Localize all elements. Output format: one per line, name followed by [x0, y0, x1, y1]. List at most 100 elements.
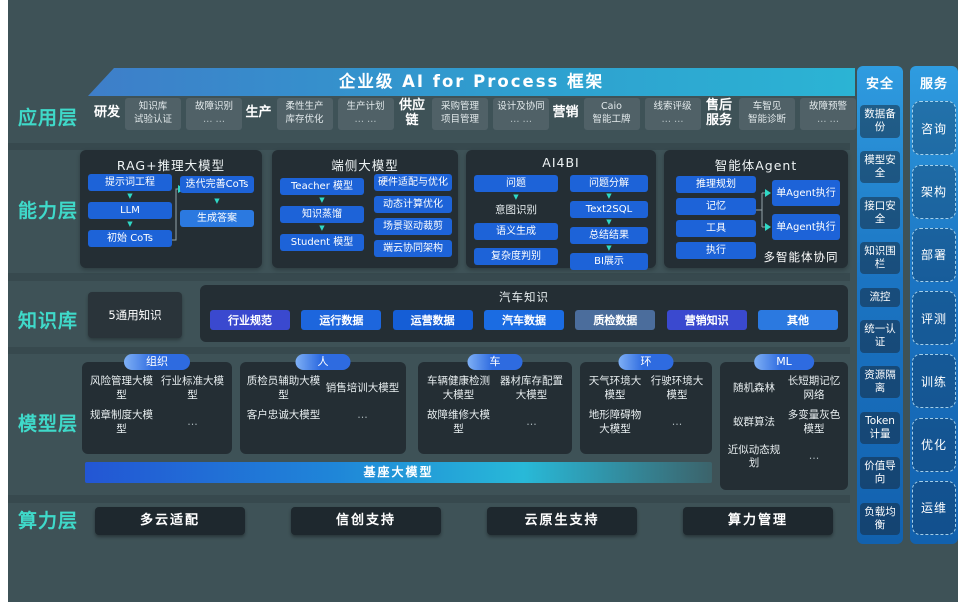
- diagram-canvas: 企业级 AI for Process 框架 应用层 能力层 知识库 模型层 算力…: [8, 0, 958, 602]
- arrow-down-icon: ▼: [606, 218, 612, 226]
- flow-box: 提示词工程: [88, 174, 172, 191]
- flow-box: Teacher 模型: [280, 178, 364, 195]
- app-box: 故障预警… …: [799, 98, 856, 130]
- model-item: 行驶环境大模型: [650, 375, 704, 401]
- knowledge-item: 运营数据: [392, 310, 473, 330]
- arrow-down-icon: ▼: [319, 196, 325, 204]
- arrow-down-icon: ▼: [319, 224, 325, 232]
- application-row: 研发 知识库 试验认证 故障识别… … 生产 柔性生产 库存优化 生产计划… … 供…: [94, 98, 856, 130]
- app-group-label: 生产: [245, 105, 272, 121]
- arrow-down-icon: ▼: [127, 192, 133, 200]
- flow-step: 意图识别: [495, 204, 537, 216]
- model-item: 行业标准大模型: [161, 375, 224, 401]
- flow-box: 知识蒸馏: [280, 206, 364, 223]
- security-item: 资源隔离: [860, 365, 900, 399]
- knowledge-item: 汽车数据: [483, 310, 564, 330]
- model-item: 车辆健康检测大模型: [427, 375, 490, 401]
- model-pill: 组织: [124, 354, 190, 370]
- app-group-label: 售后服务: [705, 97, 732, 128]
- layer-divider: [8, 495, 850, 503]
- service-item: 咨询: [912, 101, 956, 156]
- agent-right-list: 单Agent执行 单Agent执行: [772, 180, 840, 240]
- security-item: 接口安全: [860, 196, 900, 229]
- flow-box: 执行: [676, 242, 756, 259]
- knowledge-item: 质检数据: [575, 310, 656, 330]
- services-title: 服务: [919, 77, 948, 92]
- flow-box: 单Agent执行: [772, 214, 840, 240]
- model-item: …: [357, 409, 368, 422]
- service-item: 部署: [912, 227, 956, 282]
- capability-panel-agent: 智能体Agent 推理规划 记忆 工具 执行 单Agent执行 单Agent执行…: [664, 150, 848, 268]
- arrow-down-icon: ▼: [606, 244, 612, 252]
- flow-box: 工具: [676, 220, 756, 237]
- security-title: 安全: [865, 77, 894, 92]
- ai4bi-right-flow: 问题分解 ▼ Text2SQL ▼ 总结结果 ▼ BI展示: [570, 175, 648, 270]
- model-item: 地形障碍物大模型: [588, 409, 642, 435]
- rag-left-flow: 提示词工程 ▼ LLM ▼ 初始 CoTs: [88, 174, 172, 247]
- model-item: 蚁群算法: [733, 416, 775, 429]
- arrow-down-icon: ▼: [127, 220, 133, 228]
- knowledge-item: 运行数据: [301, 310, 382, 330]
- agent-caption: 多智能体协同: [763, 250, 839, 264]
- flow-box: Text2SQL: [570, 201, 648, 218]
- model-item: 天气环境大模型: [588, 375, 642, 401]
- panel-title: 智能体Agent: [714, 158, 798, 173]
- compute-item-cloudnative: 云原生支持: [487, 507, 637, 535]
- model-group-organization: 组织 风险管理大模型 行业标准大模型 规章制度大模型 …: [82, 354, 232, 454]
- app-box: 故障识别… …: [186, 98, 243, 130]
- model-item: 风险管理大模型: [90, 375, 153, 401]
- app-box: 设计及协同… …: [493, 98, 549, 130]
- app-box: 生产计划… …: [337, 98, 394, 130]
- model-item: 长短期记忆网络: [787, 375, 841, 401]
- panel-title: 端侧大模型: [331, 158, 399, 173]
- model-group-vehicle: 车 车辆健康检测大模型 器材库存配置大模型 故障维修大模型 …: [418, 354, 572, 454]
- model-group-environment: 环 天气环境大模型 行驶环境大模型 地形障碍物大模型 …: [580, 354, 712, 454]
- knowledge-item-row: 行业规范 运行数据 运营数据 汽车数据 质检数据 营销知识 其他: [200, 305, 848, 330]
- app-group-marketing: 营销 Caio 智能工牌 线索评级… …: [552, 98, 701, 130]
- service-item: 评测: [912, 291, 956, 346]
- model-group-ml: ML 随机森林 长短期记忆网络 蚁群算法 多变量灰色模型 近似动态规划 …: [720, 354, 848, 490]
- layer-label-model: 模型层: [18, 413, 79, 435]
- arrow-down-icon: ▼: [513, 193, 519, 201]
- app-box: 采购管理 项目管理: [432, 98, 488, 130]
- security-item: 价值导向: [860, 457, 900, 490]
- flow-box: 总结结果: [570, 227, 648, 244]
- flow-box: 问题: [474, 175, 558, 192]
- knowledge-item: 其他: [757, 310, 838, 330]
- compute-item-xinchuang: 信创支持: [291, 507, 441, 535]
- flow-box: LLM: [88, 202, 172, 219]
- security-item: 统一认证: [860, 320, 900, 353]
- layer-divider: [8, 143, 850, 150]
- app-box: 知识库 试验认证: [125, 98, 182, 130]
- app-group-label: 研发: [94, 105, 121, 121]
- model-item: 故障维修大模型: [427, 409, 490, 435]
- layer-label-capability: 能力层: [18, 200, 79, 222]
- flow-box: 单Agent执行: [772, 180, 840, 206]
- app-box: Caio 智能工牌: [583, 98, 640, 130]
- service-item: 运维: [912, 480, 956, 535]
- arrow-down-icon: ▼: [606, 192, 612, 200]
- layer-divider: [8, 347, 850, 354]
- model-item: …: [808, 450, 820, 463]
- app-box: 车智见 智能诊断: [738, 98, 795, 130]
- flow-box: 记忆: [676, 198, 756, 215]
- knowledge-panel: 汽车知识 行业规范 运行数据 运营数据 汽车数据 质检数据 营销知识 其他: [200, 285, 848, 342]
- flow-box: 动态计算优化: [374, 196, 452, 213]
- model-item: 器材库存配置大模型: [500, 375, 563, 401]
- flow-box: 场景驱动裁剪: [374, 218, 452, 235]
- model-item: …: [187, 416, 198, 429]
- capability-panel-edge: 端侧大模型 Teacher 模型 ▼ 知识蒸馏 ▼ Student 模型 硬件适…: [272, 150, 458, 268]
- edge-left-flow: Teacher 模型 ▼ 知识蒸馏 ▼ Student 模型: [280, 178, 364, 251]
- model-item: 规章制度大模型: [90, 409, 153, 435]
- model-item: 质检员辅助大模型: [246, 375, 321, 401]
- knowledge-item: 行业规范: [210, 310, 290, 330]
- app-group-supply-chain: 供应链 采购管理 项目管理 设计及协同… …: [397, 98, 549, 130]
- model-pill: ML: [754, 354, 814, 370]
- flow-box: 推理规划: [676, 176, 756, 193]
- service-item: 训练: [912, 354, 956, 409]
- layer-label-application: 应用层: [18, 107, 79, 129]
- flow-box: 初始 CoTs: [88, 230, 172, 247]
- security-item: 流控: [860, 287, 900, 307]
- security-item: 模型安全: [860, 150, 900, 184]
